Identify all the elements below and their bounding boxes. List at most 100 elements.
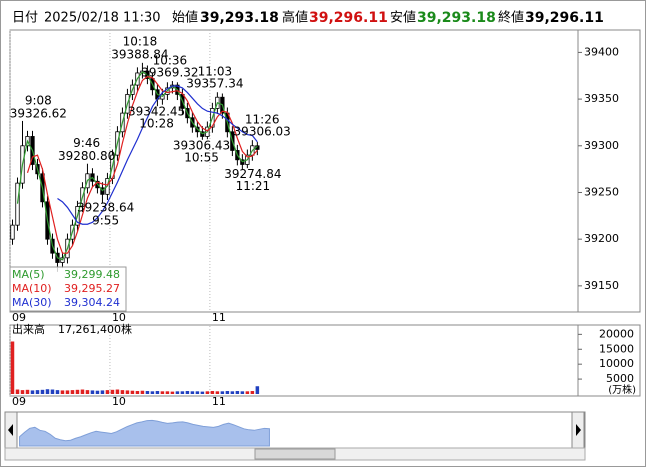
volume-bar [235,391,240,394]
volume-tick-label: 5000 [606,372,634,385]
annotation-time: 11:03 [198,65,233,79]
volume-bar [220,391,225,394]
volume-total: 17,261,400株 [58,322,132,336]
volume-bar [30,390,35,394]
volume-bar [105,390,110,394]
annotation-time: 10:36 [153,54,188,68]
volume-bar [135,391,140,394]
scroll-thumb[interactable] [254,448,336,460]
volume-bar [110,389,115,394]
volume-bar [60,390,65,394]
volume-bar [250,391,255,394]
volume-bar [25,389,30,394]
legend-name: MA(10) [12,282,52,295]
annotation-time: 11:21 [236,179,271,193]
annotation-time: 10:55 [184,150,219,164]
close-value: 39,296.11 [525,10,604,26]
volume-bar [65,390,70,394]
navigator-area [19,419,270,447]
volume-panel [9,324,641,397]
volume-bar [45,389,50,394]
x-tick-label: 10 [112,395,126,408]
volume-bar [35,390,40,394]
annotation-value: 39388.84 [111,47,168,61]
volume-bar [165,391,170,394]
legend-value: 39,299.48 [64,268,120,281]
volume-bar [40,389,45,394]
volume-bar [160,391,165,394]
volume-bar [140,390,145,394]
volume-bar [255,386,260,394]
annotation-value: 39306.43 [173,138,230,152]
volume-tick-label: 10000 [599,357,634,370]
volume-bar [50,389,55,394]
date-label: 日付 [12,11,38,26]
volume-bar [115,389,120,394]
volume-bar [85,390,90,394]
ma-line [57,85,258,225]
x-tick-label: 10 [112,311,126,324]
x-tick-label: 11 [212,311,226,324]
volume-bar [55,390,60,394]
candle-body [10,224,15,240]
volume-bar [120,390,125,394]
volume-bar [130,390,135,394]
annotation-value: 39274.84 [224,167,281,181]
annotation-time: 11:26 [245,113,280,127]
volume-bar [225,391,230,394]
volume-unit: (万株) [608,383,636,396]
annotation-value: 39357.34 [186,77,243,91]
nav-right-arrow [576,424,581,436]
volume-bar [10,341,15,394]
volume-bar [70,390,75,394]
legend-name: MA(30) [12,296,52,309]
volume-bar [180,391,185,394]
volume-bar [75,389,80,394]
legend-box [9,266,127,312]
volume-title: 出来高 [12,322,45,336]
ma-line [16,71,258,261]
open-value: 39,293.18 [200,10,279,26]
y-tick-label: 39200 [584,232,619,245]
y-tick-label: 39250 [584,185,619,198]
volume-bar [155,391,160,394]
annotation-value: 39369.32 [141,66,198,80]
nav-left-arrow [8,424,13,436]
annotation-time: 9:46 [73,136,100,150]
volume-tick-label: 15000 [599,342,634,355]
high-label: 高値 [282,10,308,26]
volume-bar [205,391,210,394]
x-tick-label: 11 [212,395,226,408]
ma-line [26,76,258,254]
legend-name: MA(5) [12,268,45,281]
volume-bar [215,391,220,394]
legend-value: 39,295.27 [64,282,120,295]
annotation-time: 10:18 [123,34,158,48]
candle-body [15,182,20,226]
volume-bar [175,391,180,394]
high-value: 39,296.11 [309,10,388,26]
annotation-value: 39238.64 [77,201,134,215]
volume-bar [185,391,190,394]
close-label: 終値 [498,10,524,26]
annotation-value: 39342.45 [128,105,185,119]
volume-bar [80,389,85,394]
volume-bar [195,391,200,394]
volume-bar [15,389,20,394]
volume-tick-label: 20000 [599,327,634,340]
legend-value: 39,304.24 [64,296,120,309]
volume-bar [245,391,250,394]
low-label: 安値 [390,10,416,26]
volume-bar [170,391,175,394]
volume-bar [230,391,235,394]
volume-bar [240,391,245,394]
annotation-value: 39326.62 [10,106,67,120]
annotation-time: 9:08 [25,93,52,107]
x-tick-label: 09 [12,311,26,324]
open-label: 始値 [172,10,198,26]
low-value: 39,293.18 [417,10,496,26]
volume-bar [20,390,25,394]
volume-bar [125,390,130,394]
